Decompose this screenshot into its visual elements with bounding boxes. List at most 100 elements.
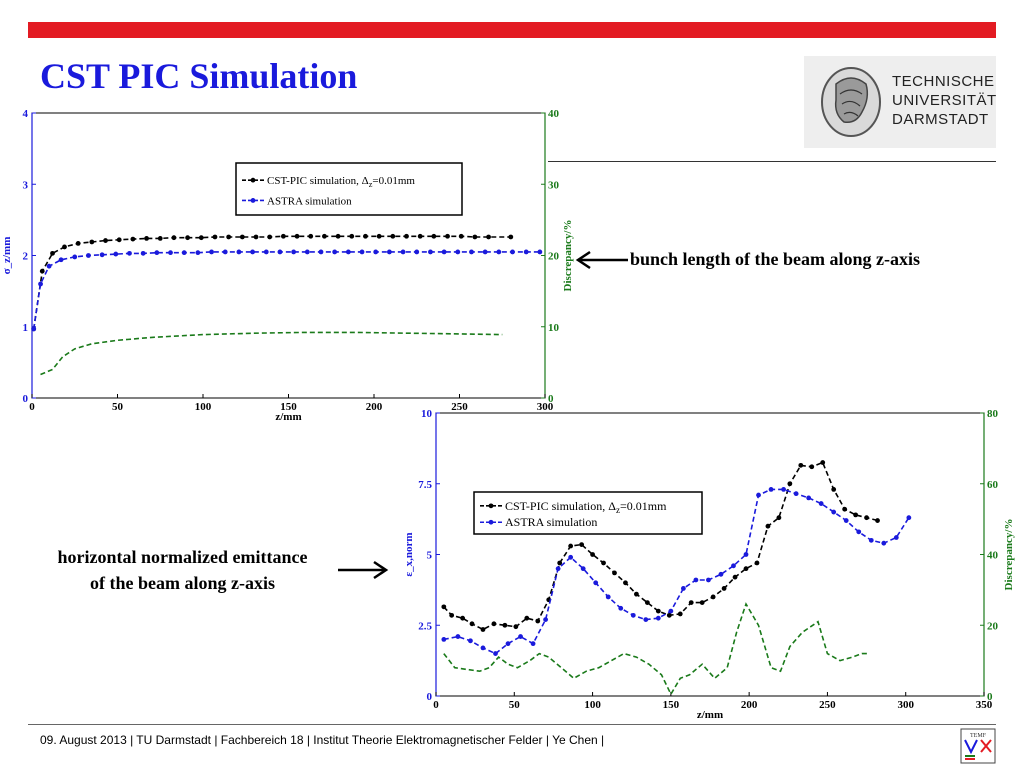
data-point — [171, 235, 177, 241]
plot-frame — [435, 412, 985, 697]
data-point — [496, 249, 502, 255]
plot-frame — [31, 112, 546, 399]
data-point — [568, 543, 574, 549]
data-point — [349, 233, 355, 239]
data-point — [445, 233, 450, 239]
y2-tick-label: 0 — [548, 393, 554, 405]
data-point — [50, 250, 55, 256]
data-point — [277, 249, 283, 255]
y2-tick-label: 60 — [987, 479, 999, 491]
y-tick-label: 10 — [421, 408, 433, 420]
data-point — [480, 627, 486, 632]
data-point — [31, 326, 37, 332]
y2-tick-label: 20 — [987, 620, 999, 632]
data-point — [157, 236, 163, 241]
data-point — [404, 233, 409, 239]
data-point — [185, 235, 191, 241]
data-point — [579, 542, 585, 547]
data-point — [86, 253, 91, 258]
svg-text:TEMF: TEMF — [970, 733, 987, 739]
data-point — [390, 233, 396, 239]
data-point — [373, 249, 379, 255]
data-point — [458, 233, 464, 239]
y-tick-label: 7.5 — [418, 479, 432, 491]
data-point — [756, 492, 761, 498]
data-point — [280, 233, 286, 239]
emittance-annotation-line-1: horizontal normalized emittance — [57, 547, 308, 567]
x-tick-label: 150 — [663, 699, 680, 711]
x-tick-label: 150 — [280, 401, 297, 413]
x-tick-label: 250 — [451, 401, 468, 413]
data-point — [699, 600, 705, 606]
data-point — [612, 570, 617, 576]
data-point — [710, 594, 716, 600]
data-point — [875, 518, 880, 523]
data-point — [469, 249, 474, 255]
data-point — [226, 234, 232, 240]
legend-box — [235, 162, 463, 216]
data-point — [455, 249, 461, 255]
data-point — [706, 577, 711, 583]
data-point — [721, 586, 727, 591]
bunch-length-annotation: bunch length of the beam along z-axis — [630, 249, 921, 269]
data-point — [508, 234, 514, 240]
data-point — [39, 268, 45, 274]
y-tick-label: 2 — [23, 251, 29, 263]
y-tick-label: 2.5 — [418, 620, 432, 632]
footer-divider — [28, 724, 996, 725]
data-point — [537, 249, 543, 255]
data-point — [62, 244, 67, 250]
legend-entry-astra: ASTRA simulation — [267, 195, 352, 207]
data-point — [743, 566, 749, 572]
data-point — [510, 249, 515, 255]
data-point — [491, 621, 497, 627]
x-tick-label: 350 — [976, 699, 993, 711]
x-axis-label: z/mm — [275, 411, 301, 423]
data-point — [345, 249, 351, 255]
legend-marker — [250, 177, 256, 183]
data-point — [130, 236, 136, 242]
data-point — [831, 509, 837, 515]
data-point — [644, 600, 650, 606]
y2-tick-label: 40 — [987, 550, 999, 562]
data-point — [513, 624, 519, 630]
x-axis-label: z/mm — [697, 709, 723, 721]
data-point — [718, 571, 724, 577]
data-point — [116, 237, 122, 243]
data-point — [308, 233, 314, 239]
data-point — [127, 250, 132, 256]
data-point — [787, 481, 793, 487]
data-point — [535, 618, 541, 624]
data-point — [568, 554, 574, 560]
data-point — [623, 580, 628, 586]
data-point — [154, 250, 160, 256]
legend-entry-astra: ASTRA simulation — [505, 515, 597, 529]
legend-marker — [488, 503, 494, 509]
data-point — [113, 251, 119, 257]
data-point — [363, 233, 368, 239]
data-point — [543, 617, 548, 622]
data-point — [781, 487, 786, 492]
header-divider — [548, 161, 996, 162]
arrow-left-icon — [575, 250, 628, 270]
data-point — [75, 240, 81, 246]
data-point — [677, 611, 683, 617]
accent-bar — [28, 22, 996, 38]
y-tick-label: 4 — [23, 108, 29, 120]
series-line — [40, 331, 503, 376]
data-point — [630, 612, 636, 618]
data-point — [768, 487, 774, 492]
x-tick-label: 300 — [897, 699, 914, 711]
emittance-annotation: horizontal normalized emittance of the b… — [20, 544, 345, 596]
data-point — [376, 233, 382, 239]
data-point — [864, 515, 869, 521]
data-point — [590, 552, 595, 557]
data-point — [868, 537, 874, 543]
y2-tick-label: 10 — [548, 322, 560, 334]
data-point — [853, 512, 859, 518]
data-point — [524, 615, 530, 621]
slide-title: CST PIC Simulation — [40, 56, 358, 96]
data-point — [250, 249, 255, 255]
data-point — [557, 560, 563, 566]
data-point — [263, 249, 269, 255]
